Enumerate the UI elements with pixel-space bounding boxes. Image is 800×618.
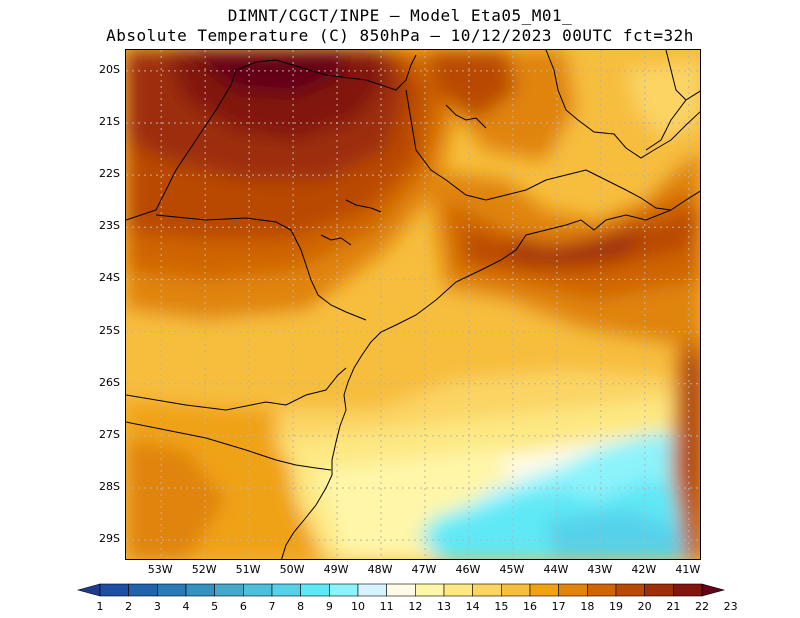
colorbar-tick-label: 18: [580, 600, 595, 613]
state-border-santa-catarina: [126, 421, 332, 471]
colorbar-tick-label: 14: [465, 600, 480, 613]
band-20c-n: [426, 50, 516, 120]
map-title-line-2: Absolute Temperature (C) 850hPa – 10/12/…: [106, 26, 694, 45]
colorbar-tick-label: 7: [268, 600, 276, 613]
longitude-label: 44W: [543, 563, 569, 576]
coastline: [545, 50, 700, 159]
latitude-label: 23S: [99, 219, 120, 233]
colorbar-swatch: [443, 583, 473, 597]
colorbar-tick-label: 15: [494, 600, 509, 613]
band-18c-sw: [126, 440, 226, 559]
map-canvas: [126, 50, 700, 559]
colorbar-tick-label: 19: [609, 600, 623, 613]
colorbar-arrow-high: [701, 583, 726, 597]
coastline-south: [281, 209, 672, 559]
state-border-parana: [126, 367, 347, 411]
latitude-label: 28S: [99, 480, 120, 493]
longitude-label: 43W: [587, 563, 613, 576]
longitude-label: 50W: [279, 563, 305, 576]
state-border-ne: [665, 50, 687, 101]
latitude-label: 27S: [99, 427, 120, 441]
reservoir-3: [445, 104, 487, 129]
colorbar-swatch: [501, 583, 531, 597]
colorbar-swatch: [214, 583, 244, 597]
state-border-sp-pr: [155, 214, 367, 321]
colorbar-swatch: [644, 583, 674, 597]
band-23c: [186, 50, 346, 95]
band-21c-east: [506, 225, 646, 265]
longitude-label: 42W: [631, 563, 657, 576]
colorbar: [76, 583, 726, 597]
latitude-label: 20S: [99, 62, 120, 76]
colorbar-tick-label: 13: [437, 600, 451, 613]
graticule: [126, 50, 700, 559]
colorbar-swatch: [357, 583, 387, 597]
state-border-sp-mg-east: [405, 89, 587, 201]
temperature-map: [125, 49, 701, 560]
longitude-label: 47W: [411, 563, 437, 576]
colorbar-tick-label: 21: [666, 600, 681, 613]
colorbar-tick-label: 1: [96, 600, 104, 613]
colorbar-tick-label: 16: [523, 600, 537, 613]
colorbar-tick-label: 11: [379, 600, 394, 613]
colorbar-swatch: [128, 583, 158, 597]
colorbar-tick-label: 6: [239, 600, 247, 613]
colorbar-swatch: [243, 583, 273, 597]
longitude-label: 45W: [499, 563, 525, 576]
colorbar-tick-label: 12: [408, 600, 423, 613]
colorbar-swatch: [529, 583, 559, 597]
temperature-field: [126, 50, 700, 559]
colorbar-swatch: [300, 583, 330, 597]
colorbar-arrow-low: [76, 583, 101, 597]
longitude-label: 52W: [191, 563, 217, 576]
colorbar-tick-label: 2: [125, 600, 133, 613]
colorbar-swatch: [558, 583, 588, 597]
longitude-label: 48W: [367, 563, 393, 576]
colorbar-tick-label: 8: [297, 600, 305, 613]
colorbar-tick-label: 4: [182, 600, 190, 613]
colorbar-tick-label: 17: [551, 600, 566, 613]
reservoir-2: [320, 234, 352, 246]
colorbar-swatch: [157, 583, 187, 597]
colorbar-tick-label: 23: [723, 600, 738, 613]
colorbar-tick-label: 20: [637, 600, 652, 613]
latitude-label: 29S: [99, 532, 120, 546]
reservoir-1: [345, 199, 382, 213]
colorbar-tick-label: 10: [351, 600, 365, 613]
colorbar-swatch: [673, 583, 703, 597]
colorbar-swatch: [99, 583, 129, 597]
state-border-rj: [585, 169, 700, 211]
longitude-label: 49W: [323, 563, 349, 576]
colorbar-tick-label: 9: [325, 600, 333, 613]
longitude-label: 46W: [455, 563, 481, 576]
state-border-ms-sp: [126, 59, 277, 221]
colorbar-swatch: [415, 583, 445, 597]
map-title-line-1: DIMNT/CGCT/INPE – Model Eta05_M01_: [227, 6, 573, 25]
band-8c: [546, 510, 700, 559]
longitude-label: 53W: [147, 563, 173, 576]
latitude-label: 21S: [99, 115, 120, 128]
colorbar-swatch: [615, 583, 645, 597]
longitude-label: 41W: [675, 563, 701, 576]
colorbar-swatch: [329, 583, 359, 597]
colorbar-tick-label: 22: [695, 600, 709, 613]
state-border-mg-sp: [275, 54, 417, 91]
state-border-es: [645, 90, 700, 151]
colorbar-swatch: [386, 583, 416, 597]
colorbar-swatch: [472, 583, 502, 597]
latitude-label: 26S: [99, 375, 120, 389]
latitude-label: 22S: [99, 167, 120, 181]
longitude-label: 51W: [235, 563, 261, 576]
colorbar-swatch: [271, 583, 301, 597]
latitude-label: 25S: [99, 323, 120, 337]
colorbar-tick-label: 5: [211, 600, 219, 613]
latitude-label: 24S: [99, 271, 120, 285]
colorbar-tick-label: 3: [153, 600, 161, 613]
band-21c-edge: [686, 351, 700, 559]
political-boundaries: [126, 50, 700, 559]
colorbar-swatch: [587, 583, 617, 597]
colorbar-swatch: [185, 583, 215, 597]
